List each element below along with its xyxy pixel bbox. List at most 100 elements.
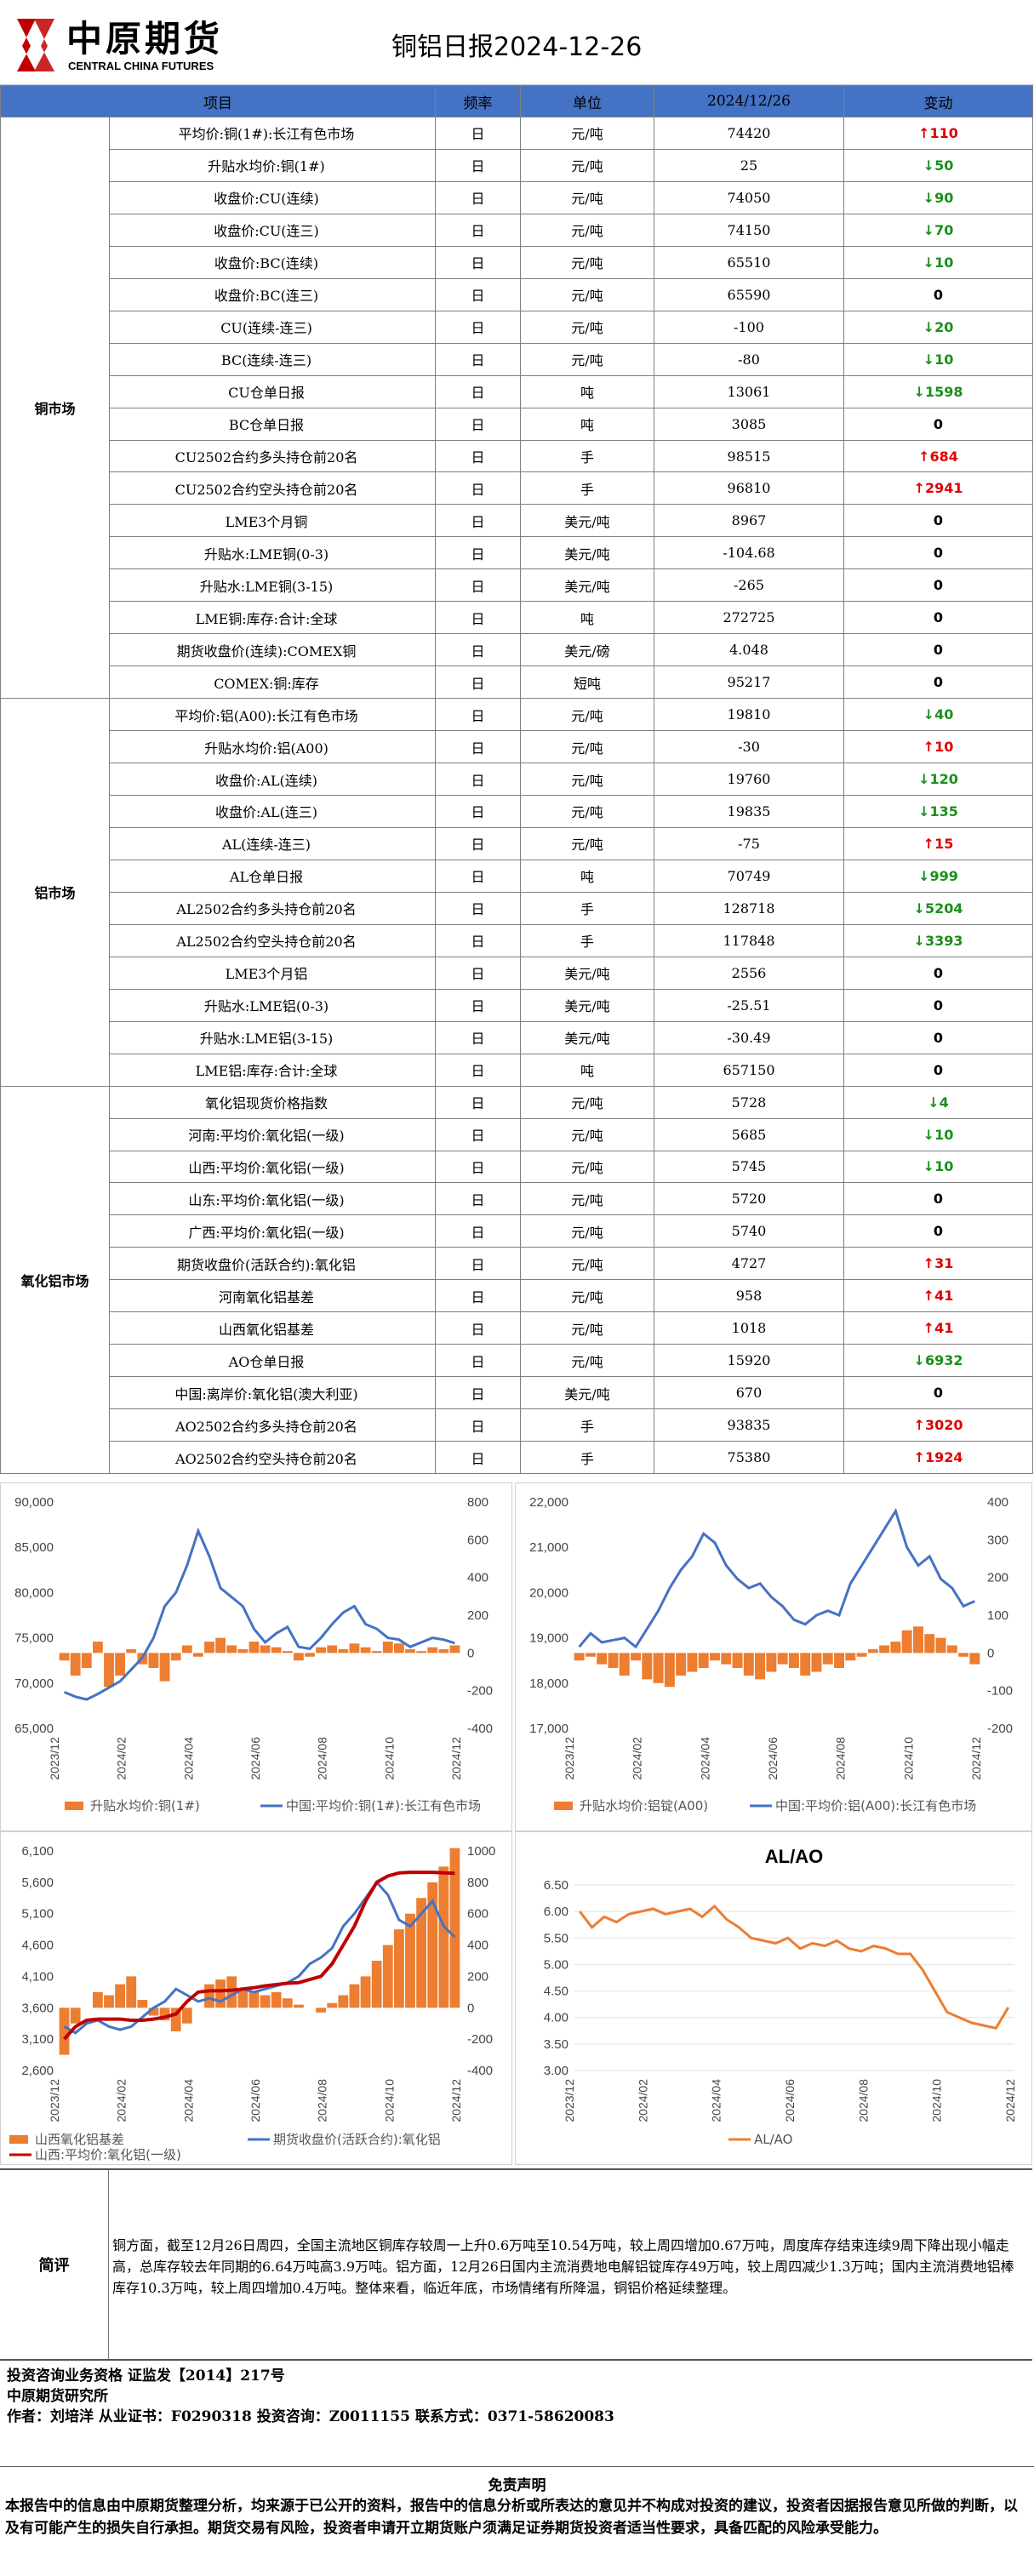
table-row: 中国:离岸价:氧化铝(澳大利亚) 日美元/吨 670 0: [1, 1376, 1033, 1410]
row-change: 0: [843, 277, 1033, 311]
x-tick-label: 2024/06: [783, 2079, 797, 2122]
change-value: 10: [934, 1158, 954, 1175]
row-name: COMEX:铜:库存: [109, 665, 436, 700]
bar: [338, 1648, 349, 1654]
row-value: 95217: [654, 665, 844, 700]
y-tick-label: 5,100: [21, 1907, 54, 1922]
bar: [449, 1645, 460, 1654]
bar: [327, 1645, 338, 1654]
arrow-down-icon: ↓: [923, 1158, 935, 1175]
bar: [260, 1995, 271, 2008]
bar: [204, 1642, 214, 1654]
bar: [70, 1653, 81, 1676]
commentary-text: 铜方面，截至12月26日周四，全国主流地区铜库存较周一上升0.6万吨至10.54…: [112, 2237, 1014, 2296]
table-row: 收盘价:AL(连三) 日元/吨 19835 ↓135: [1, 795, 1033, 828]
series-line: [579, 1904, 1010, 2030]
arrow-up-icon: ↑: [923, 1255, 935, 1272]
row-value: 657150: [654, 1053, 844, 1087]
row-frequency: 日: [435, 407, 521, 441]
bar: [698, 1653, 709, 1669]
row-unit: 手: [520, 1441, 654, 1475]
bar: [664, 1653, 675, 1688]
row-frequency: 日: [435, 826, 521, 860]
bar: [159, 2008, 170, 2021]
row-unit: 元/吨: [520, 213, 654, 247]
row-change: ↑10: [843, 730, 1033, 764]
y2-tick-label: 100: [987, 1608, 1008, 1623]
y-tick-label: 2,600: [21, 2064, 54, 2078]
bar: [170, 2008, 181, 2031]
table-row: 收盘价:CU(连三) 日元/吨 74150 ↓70: [1, 213, 1033, 247]
row-unit: 手: [520, 891, 654, 925]
al-ao-ratio-chart: AL/AO 3.00 3.50 4.00 4.50 5.00 5.50 6.00 6.50 202…: [515, 1831, 1032, 2165]
row-change: ↑1924: [843, 1441, 1033, 1475]
change-value: 10: [934, 351, 954, 368]
row-frequency: 日: [435, 795, 521, 828]
row-name: CU仓单日报: [109, 374, 436, 408]
row-value: -265: [654, 568, 844, 603]
row-name: 河南:平均价:氧化铝(一级): [109, 1117, 436, 1151]
bar: [438, 1648, 449, 1654]
bar: [845, 1653, 856, 1661]
arrow-up-icon: ↑: [918, 124, 930, 141]
table-row: CU2502合约空头持仓前20名日手 96810 ↑2941: [1, 471, 1033, 505]
change-value: 0: [933, 1191, 944, 1208]
change-value: 0: [933, 512, 944, 529]
column-header-frequency: 频率: [435, 85, 521, 117]
row-unit: 手: [520, 439, 654, 473]
row-unit: 元/吨: [520, 826, 654, 860]
alumina-chart: 2,600 3,100 3,600 4,100 4,600 5,100 5,600 6,100…: [0, 1831, 512, 2165]
row-value: 74420: [654, 117, 844, 150]
row-frequency: 日: [435, 698, 521, 732]
bar: [282, 1998, 293, 2008]
row-frequency: 日: [435, 730, 521, 764]
row-frequency: 日: [435, 180, 521, 214]
table-row: 期货收盘价(连续):COMEX铜日美元/磅 4.048 0: [1, 633, 1033, 667]
row-unit: 吨: [520, 1053, 654, 1087]
row-name: 山西氧化铝基差: [109, 1311, 436, 1345]
change-value: 0: [933, 609, 944, 626]
table-row: CU仓单日报日吨 13061 ↓1598: [1, 374, 1033, 408]
row-value: 272725: [654, 601, 844, 635]
bar: [438, 1866, 449, 2008]
row-unit: 元/吨: [520, 117, 654, 150]
change-value: 0: [933, 1385, 944, 1402]
bar: [867, 1648, 878, 1654]
y2-tick-label: 0: [987, 1646, 994, 1660]
y-tick-label: 17,000: [529, 1722, 568, 1736]
bar: [237, 1989, 249, 2008]
change-value: 3020: [924, 1417, 963, 1434]
x-tick-label: 2024/04: [698, 1737, 711, 1780]
footer-info: 投资咨询业务资格 证监发【2014】217号 中原期货研究所 作者：刘培洋 从业…: [7, 2366, 614, 2427]
change-value: 684: [929, 448, 958, 465]
table-row: COMEX:铜:库存日短吨 95217 0: [1, 665, 1033, 700]
row-name: 河南氧化铝基差: [109, 1279, 436, 1313]
row-unit: 元/吨: [520, 148, 654, 182]
y-tick-label: 3,600: [21, 2001, 54, 2015]
row-name: 升贴水均价:铝(A00): [109, 730, 436, 764]
arrow-down-icon: ↓: [913, 383, 925, 400]
change-value: 41: [934, 1288, 954, 1305]
x-tick-label: 2023/12: [48, 1737, 61, 1780]
bar: [249, 1991, 260, 2008]
arrow-up-icon: ↑: [923, 835, 935, 852]
arrow-up-icon: ↑: [913, 1449, 925, 1466]
row-frequency: 日: [435, 1344, 521, 1378]
row-value: 3085: [654, 407, 844, 441]
row-change: 0: [843, 504, 1033, 538]
row-unit: 元/吨: [520, 180, 654, 214]
y-tick-label: 65,000: [14, 1722, 54, 1736]
row-unit: 美元/吨: [520, 536, 654, 570]
bar: [338, 1995, 349, 2008]
x-tick-label: 2024/08: [316, 1737, 329, 1780]
x-tick-label: 2024/10: [382, 1737, 396, 1780]
bar: [59, 2008, 70, 2055]
bar: [585, 1653, 596, 1657]
bar: [170, 1653, 181, 1661]
arrow-down-icon: ↓: [923, 318, 935, 335]
change-value: 110: [929, 124, 958, 141]
table-row: AL2502合约空头持仓前20名日手 117848 ↓3393: [1, 923, 1033, 957]
y2-tick-label: 0: [467, 2001, 474, 2015]
row-name: LME铜:库存:合计:全球: [109, 601, 436, 635]
y2-tick-label: 400: [467, 1939, 488, 1953]
